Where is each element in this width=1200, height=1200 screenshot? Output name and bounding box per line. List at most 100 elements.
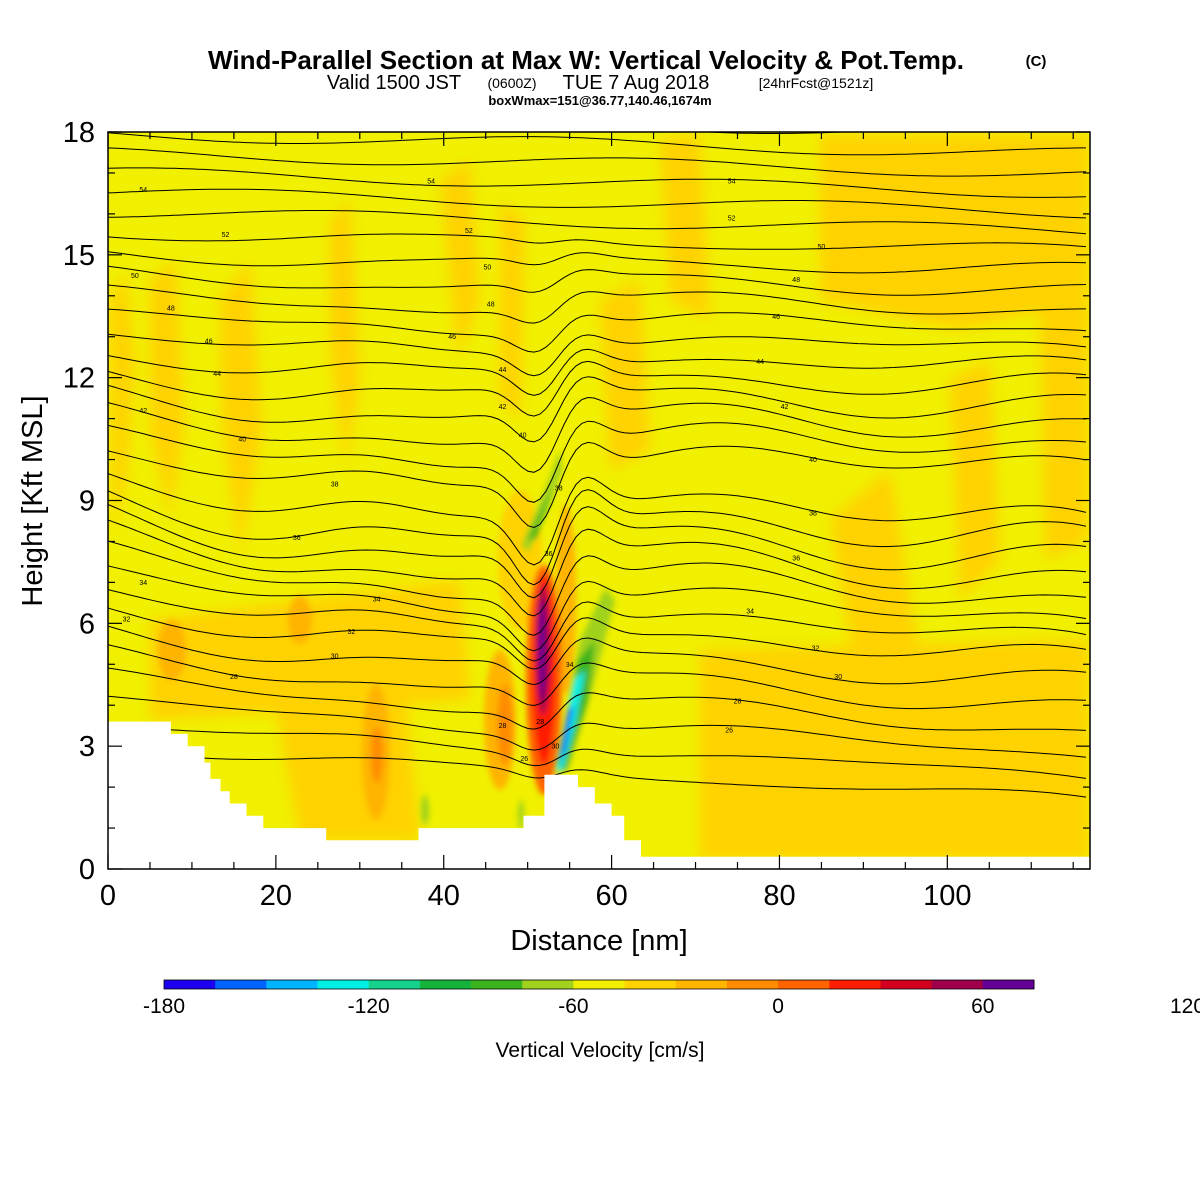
x-tick-label: 80 — [763, 880, 795, 912]
isentrope-line — [108, 565, 1087, 652]
x-tick-label: 20 — [260, 880, 292, 912]
isentrope-line — [108, 503, 1087, 599]
isentrope-line — [108, 132, 1086, 156]
colorbar-bin — [368, 980, 421, 989]
isentrope-line — [108, 607, 1087, 670]
isentrope-label: 48 — [792, 277, 800, 284]
colorbar — [163, 979, 1035, 990]
isentrope-line — [108, 441, 1087, 529]
colorbar-bin — [266, 980, 319, 989]
isentrope-label: 28 — [536, 719, 544, 726]
isentrope-label: 48 — [167, 306, 175, 313]
isentrope-label: 36 — [792, 555, 800, 562]
isentrope-label: 36 — [293, 535, 301, 542]
isentrope-line — [108, 188, 1087, 219]
colorbar-tick-labels: -180 -120 -60 0 60 120 — [143, 995, 1200, 1018]
colorbar-bin — [522, 980, 574, 989]
x-axis-label: Distance [nm] — [510, 925, 687, 957]
chart-title: Wind-Parallel Section at Max W: Vertical… — [208, 45, 964, 75]
isentrope-label: 50 — [131, 273, 139, 280]
isentrope-label: 34 — [746, 609, 754, 616]
isentrope-label: 30 — [552, 744, 560, 751]
isentrope-label: 50 — [484, 265, 492, 272]
colorbar-bin — [215, 980, 267, 989]
isentrope-line — [108, 251, 1087, 274]
isentrope-line — [108, 284, 1086, 324]
isentrope-label: 42 — [139, 408, 147, 415]
isentrope-label: 32 — [348, 629, 356, 636]
updraft-weak-field — [110, 135, 1088, 860]
isentrope-line — [108, 695, 1087, 758]
isentrope-label: 52 — [465, 228, 473, 235]
isentrope-label: 32 — [812, 645, 820, 652]
isentrope-line — [108, 376, 1087, 443]
isentrope-label: 26 — [520, 756, 528, 763]
isentrope-line — [108, 667, 1087, 731]
isentrope-label: 28 — [499, 723, 507, 730]
isentrope-label: 52 — [728, 216, 736, 223]
isentrope-line — [108, 348, 1087, 396]
isentrope-label: 32 — [123, 617, 131, 624]
y-tick-label: 6 — [79, 608, 95, 640]
title-copyright-mark: (C) — [1026, 53, 1047, 70]
isentrope-label: 38 — [809, 510, 817, 517]
isentrope-line — [108, 724, 1087, 779]
isentrope-line — [108, 265, 1087, 296]
isentrope-label: 46 — [448, 334, 456, 341]
isentrope-line — [108, 396, 1087, 473]
isentrope-line — [108, 519, 1087, 617]
y-tick-label: 3 — [79, 731, 95, 763]
isentrope-line — [108, 420, 1087, 503]
isentrope-label: 42 — [499, 404, 507, 411]
y-tick-label: 18 — [63, 117, 95, 149]
isentrope-label: 34 — [566, 662, 574, 669]
y-tick-label: 15 — [63, 240, 95, 272]
isentrope-label: 38 — [555, 486, 563, 493]
isentrope-line — [108, 748, 1087, 798]
isentrope-label: 46 — [205, 338, 213, 345]
isentrope-label: 38 — [331, 482, 339, 489]
colorbar-bin — [726, 980, 779, 989]
isentrope-line — [108, 625, 1087, 686]
x-tick-label: 40 — [428, 880, 460, 912]
x-tick-label: 100 — [923, 880, 971, 912]
colorbar-bin — [880, 980, 933, 989]
isentrope-line — [108, 147, 1087, 177]
colorbar-tick-label: -120 — [348, 995, 390, 1018]
x-tick-labels: 0 20 40 60 80 100 — [100, 880, 972, 912]
colorbar-bin — [317, 980, 370, 989]
isentrope-line — [108, 644, 1087, 710]
colorbar-bin — [778, 980, 830, 989]
isentrope-label: 54 — [728, 179, 736, 186]
isentrope-line — [108, 473, 1087, 566]
colorbar-bin — [829, 980, 881, 989]
isentrope-line — [108, 540, 1087, 636]
colorbar-bin — [471, 980, 523, 989]
valid-prefix: Valid 1500 JST — [327, 72, 461, 94]
colorbar-bin — [675, 980, 728, 989]
isentrope-line — [697, 132, 855, 134]
isentrope-label: 42 — [781, 404, 789, 411]
isentrope-label: 52 — [222, 232, 230, 239]
isentrope-label: 30 — [331, 654, 339, 661]
colorbar-bin — [624, 980, 677, 989]
box-wmax-line: boxWmax=151@36.77,140.46,1674m — [488, 93, 711, 108]
colorbar-tick-label: 0 — [772, 995, 784, 1018]
y-tick-label: 9 — [79, 486, 95, 518]
isentrope-line — [108, 589, 1087, 662]
isentrope-label: 26 — [725, 727, 733, 734]
isentrope-line — [108, 360, 1087, 417]
isentrope-label: 34 — [139, 580, 147, 587]
colorbar-tick-label: 60 — [971, 995, 994, 1018]
isentrope-line — [108, 333, 1087, 377]
colorbar-bin — [419, 980, 472, 989]
colorbar-tick-label: 120 — [1170, 995, 1200, 1018]
isentrope-label: 36 — [545, 551, 553, 558]
valid-time-line: Valid 1500 JST (0600Z) TUE 7 Aug 2018 [2… — [327, 72, 873, 94]
isentrope-label: 50 — [818, 244, 826, 251]
colorbar-bin — [931, 980, 984, 989]
colorbar-frame — [163, 979, 1035, 990]
isentrope-lines — [108, 132, 1087, 798]
isentrope-label: 34 — [373, 596, 381, 603]
